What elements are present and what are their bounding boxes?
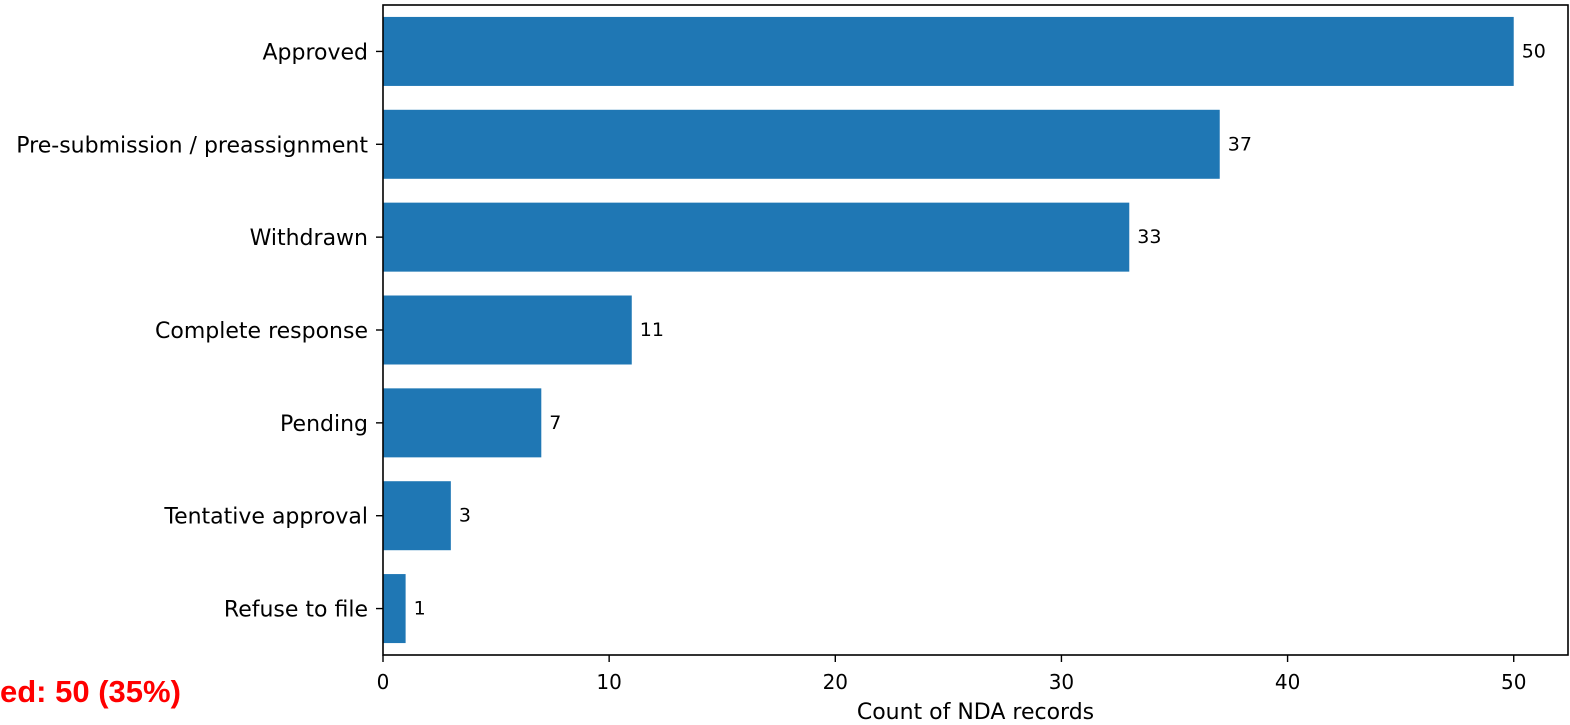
- bar-6: [383, 574, 406, 644]
- value-label-1: 37: [1228, 133, 1252, 155]
- bar-4: [383, 388, 542, 458]
- value-label-0: 50: [1522, 40, 1546, 62]
- x-tick-label-1: 10: [596, 670, 621, 694]
- y-axis-labels: Approved Pre-submission / preassignment Wi…: [16, 40, 368, 622]
- value-label-6: 1: [414, 598, 426, 620]
- category-label-4: Pending: [280, 412, 368, 437]
- bar-5: [383, 481, 451, 551]
- x-axis-title: Count of NDA records: [857, 700, 1094, 725]
- bars-group: [383, 16, 1514, 644]
- y-axis-ticks: [376, 50, 383, 610]
- category-label-6: Refuse to file: [224, 598, 368, 623]
- x-tick-label-0: 0: [377, 670, 390, 694]
- x-axis-ticks: 0 10 20 30 40 50: [377, 655, 1526, 694]
- bar-1: [383, 109, 1220, 179]
- x-tick-label-5: 50: [1501, 670, 1526, 694]
- x-tick-label-3: 30: [1049, 670, 1074, 694]
- bar-2: [383, 202, 1130, 272]
- bar-3: [383, 295, 632, 365]
- category-label-3: Complete response: [155, 319, 368, 344]
- category-label-1: Pre-submission / preassignment: [16, 133, 368, 158]
- value-label-2: 33: [1137, 226, 1161, 248]
- category-label-0: Approved: [262, 40, 368, 65]
- x-tick-label-4: 40: [1275, 670, 1300, 694]
- value-label-5: 3: [459, 505, 471, 527]
- x-tick-label-2: 20: [823, 670, 848, 694]
- annotation-text: ed: 50 (35%): [0, 674, 181, 709]
- bar-0: [383, 16, 1514, 86]
- value-labels: 50 37 33 11 7 3 1: [414, 40, 1546, 619]
- value-label-4: 7: [549, 412, 561, 434]
- category-label-5: Tentative approval: [163, 505, 368, 530]
- value-label-3: 11: [640, 319, 664, 341]
- plot-frame: [382, 4, 1569, 656]
- category-label-2: Withdrawn: [250, 226, 368, 251]
